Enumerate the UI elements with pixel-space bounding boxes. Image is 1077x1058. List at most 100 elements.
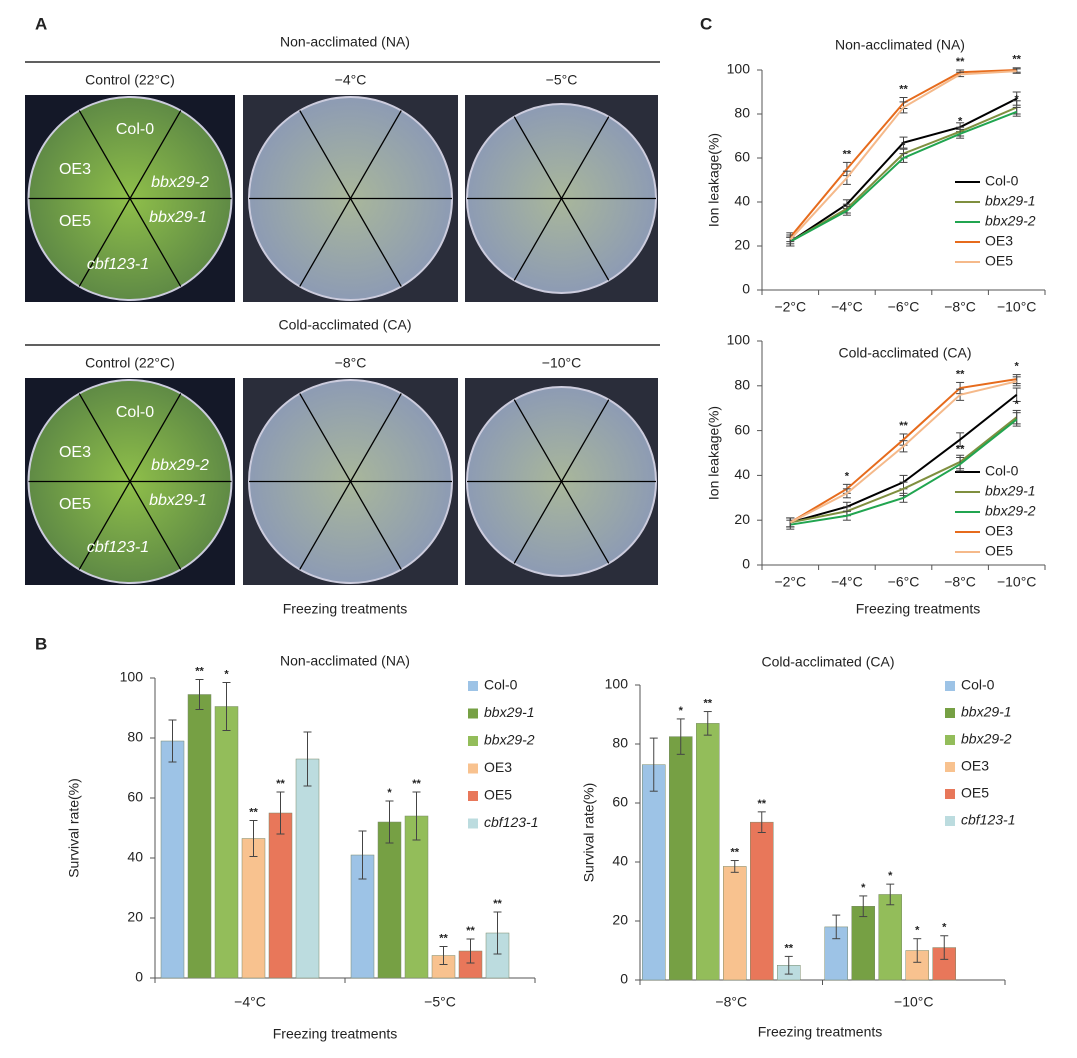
y-tick-label: 80 xyxy=(734,105,750,121)
line xyxy=(789,70,1017,241)
bar xyxy=(696,723,720,981)
legend-label: bbx29-1 xyxy=(961,704,1012,720)
line xyxy=(789,97,1018,243)
significance-label: ** xyxy=(757,798,766,810)
legend-label: bbx29-2 xyxy=(985,213,1036,229)
column-label: −5°C xyxy=(546,72,578,88)
panel-label: A xyxy=(35,14,47,33)
x-tick-label: −4°C xyxy=(831,574,863,590)
legend-label: bbx29-1 xyxy=(985,193,1036,209)
significance-label: ** xyxy=(493,898,502,910)
legend-marker xyxy=(945,789,955,799)
x-tick-label: −4°C xyxy=(234,994,266,1010)
legend-marker xyxy=(945,816,955,826)
legend-marker xyxy=(468,681,478,691)
plate-label: Col-0 xyxy=(116,404,154,421)
x-tick-label: −6°C xyxy=(888,299,920,315)
x-tick-label: −10°C xyxy=(894,994,933,1010)
panel-label: B xyxy=(35,634,47,653)
legend-label: Col-0 xyxy=(985,173,1019,189)
y-tick-label: 100 xyxy=(120,669,144,685)
y-tick-label: 60 xyxy=(612,794,628,810)
significance-label: * xyxy=(1015,361,1020,373)
plate-divider xyxy=(78,110,182,287)
plate-divider xyxy=(299,110,402,287)
significance-label: * xyxy=(861,882,866,894)
y-tick-label: 80 xyxy=(127,729,143,745)
x-tick-label: −2°C xyxy=(774,299,806,315)
legend-marker xyxy=(945,708,955,718)
line xyxy=(790,418,1018,526)
x-tick-label: −10°C xyxy=(997,574,1036,590)
column-label: Control (22°C) xyxy=(85,72,175,88)
legend-label: bbx29-1 xyxy=(985,483,1036,499)
y-tick-label: 20 xyxy=(734,511,750,527)
y-tick-label: 40 xyxy=(127,849,143,865)
legend-label: Col-0 xyxy=(484,677,518,693)
chart-title: Cold-acclimated (CA) xyxy=(838,345,971,361)
significance-label: ** xyxy=(843,148,852,160)
y-tick-label: 60 xyxy=(127,789,143,805)
significance-label: * xyxy=(1015,93,1020,105)
x-tick-label: −10°C xyxy=(997,299,1036,315)
y-tick-label: 0 xyxy=(135,969,143,985)
legend-label: OE3 xyxy=(985,523,1013,539)
significance-label: ** xyxy=(1012,54,1021,66)
plate-divider xyxy=(78,393,182,570)
legend-label: OE5 xyxy=(985,253,1013,269)
legend-marker xyxy=(468,763,478,774)
line xyxy=(789,378,1017,524)
plate-label: cbf123-1 xyxy=(87,256,149,273)
significance-label: ** xyxy=(730,846,739,858)
y-axis-label: Survival rate(%) xyxy=(66,778,82,878)
significance-label: ** xyxy=(899,83,908,95)
plate-label: bbx29-1 xyxy=(149,492,207,509)
column-label: Control (22°C) xyxy=(85,355,175,371)
column-label: −4°C xyxy=(335,72,367,88)
legend-label: bbx29-2 xyxy=(961,731,1012,747)
bar xyxy=(878,894,902,981)
legend-marker xyxy=(945,681,955,691)
panel-label: C xyxy=(700,14,712,33)
bar xyxy=(750,821,774,981)
significance-label: * xyxy=(1015,399,1020,411)
legend-marker xyxy=(468,818,478,829)
significance-label: ** xyxy=(466,925,475,937)
legend-marker xyxy=(945,735,955,745)
bar xyxy=(669,736,693,981)
legend-label: OE5 xyxy=(985,543,1013,559)
x-tick-label: −8°C xyxy=(715,994,747,1010)
x-tick-label: −8°C xyxy=(944,574,976,590)
chart-title: Non-acclimated (NA) xyxy=(835,37,965,53)
legend-label: cbf123-1 xyxy=(484,814,538,830)
significance-label: * xyxy=(679,705,684,717)
legend-label: OE5 xyxy=(961,785,989,801)
y-axis-label: Ion leakage(%) xyxy=(706,406,722,500)
legend-label: OE3 xyxy=(985,233,1013,249)
legend-label: OE3 xyxy=(484,759,512,775)
y-tick-label: 40 xyxy=(612,853,628,869)
plate-label: bbx29-1 xyxy=(149,209,207,226)
legend-label: bbx29-1 xyxy=(484,704,535,720)
significance-label: * xyxy=(845,470,850,482)
bar xyxy=(851,906,875,981)
significance-label: * xyxy=(942,922,947,934)
bar xyxy=(268,812,293,979)
significance-label: ** xyxy=(956,56,965,68)
y-tick-label: 40 xyxy=(734,193,750,209)
bar xyxy=(214,706,239,979)
plate-divider xyxy=(299,393,402,570)
y-tick-label: 20 xyxy=(734,237,750,253)
plate-label: Col-0 xyxy=(116,121,154,138)
plate-label: bbx29-2 xyxy=(151,174,209,191)
plate-divider xyxy=(513,399,610,564)
y-tick-label: 80 xyxy=(612,735,628,751)
legend-marker xyxy=(945,762,955,772)
x-tick-label: −8°C xyxy=(944,299,976,315)
y-tick-label: 60 xyxy=(734,149,750,165)
y-tick-label: 0 xyxy=(620,971,628,987)
plate-label: bbx29-2 xyxy=(151,457,209,474)
legend-label: bbx29-2 xyxy=(484,732,535,748)
bar xyxy=(241,838,266,979)
